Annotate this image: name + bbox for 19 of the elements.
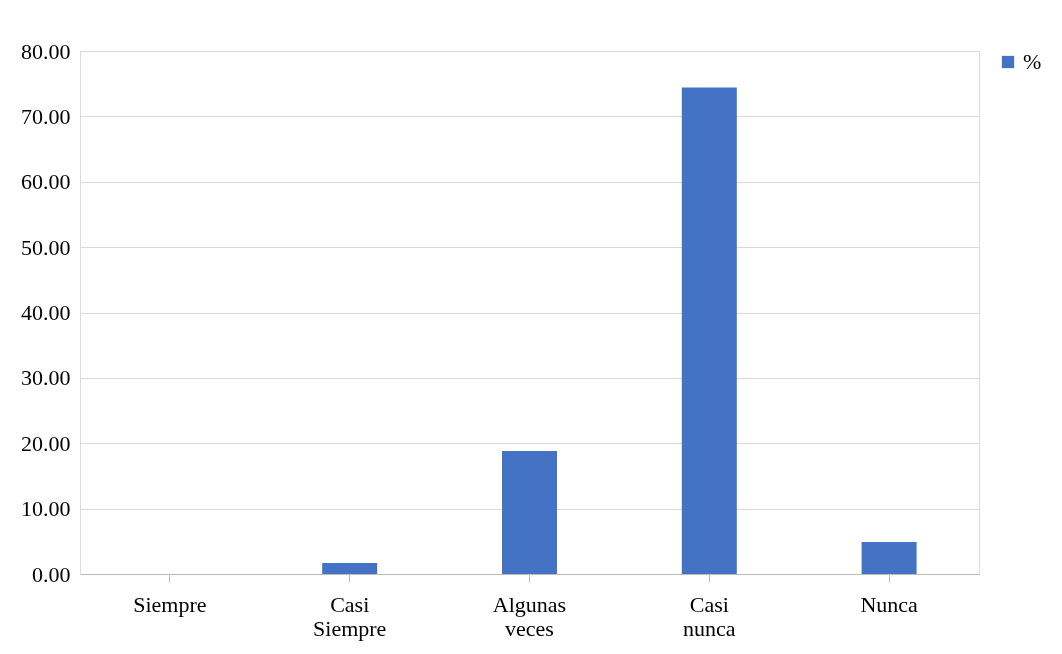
y-tick-label: 50.00: [21, 234, 71, 260]
y-tick-label: 70.00: [21, 103, 71, 129]
bar: [502, 451, 557, 574]
bar: [681, 87, 737, 574]
y-tick-label: 0.00: [32, 561, 71, 587]
y-tick-label: 20.00: [21, 430, 71, 456]
x-tick-label: Casi Siempre: [313, 591, 387, 641]
bar: [861, 541, 917, 574]
y-tick-label: 60.00: [21, 169, 71, 195]
x-tick-label: Nunca: [860, 591, 919, 617]
y-tick-label: 30.00: [21, 365, 71, 391]
x-tick-label: Algunas veces: [492, 591, 567, 641]
y-tick-label: 10.00: [21, 496, 71, 522]
y-tick-label: 80.00: [21, 38, 71, 64]
x-tick-label: Siempre: [133, 591, 207, 617]
bar: [322, 562, 378, 574]
y-tick-label: 40.00: [21, 300, 71, 325]
x-tick-label: Casi nunca: [683, 591, 736, 641]
legend-label: %: [1023, 49, 1042, 74]
